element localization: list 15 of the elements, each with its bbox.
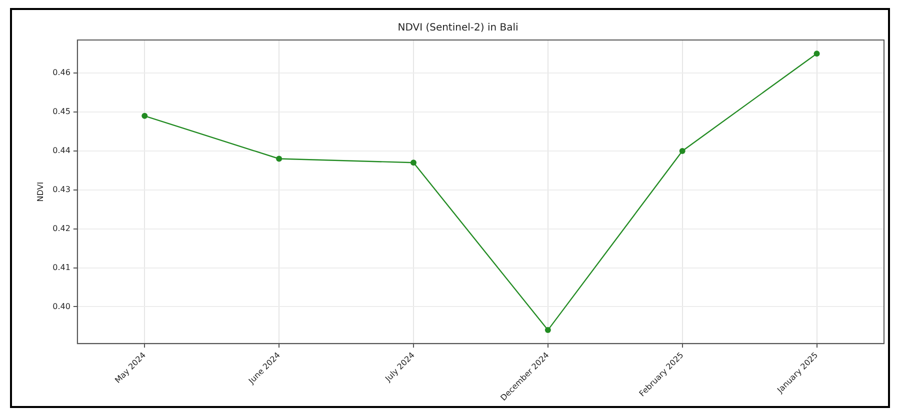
y-tick-label: 0.46 bbox=[52, 68, 70, 78]
y-tick-label: 0.45 bbox=[52, 107, 70, 116]
y-tick-label: 0.43 bbox=[52, 184, 70, 194]
chart-title: NDVI (Sentinel-2) in Bali bbox=[398, 22, 518, 34]
y-tick-label: 0.42 bbox=[52, 224, 70, 233]
point bbox=[410, 160, 416, 166]
point bbox=[276, 156, 282, 162]
point bbox=[544, 327, 551, 334]
y-tick-label: 0.40 bbox=[52, 302, 70, 311]
y-tick-label: 0.44 bbox=[52, 146, 70, 156]
point bbox=[142, 112, 148, 119]
y-axis-title: NDVI bbox=[36, 182, 45, 202]
y-tick-label: 0.41 bbox=[52, 262, 70, 272]
point bbox=[814, 50, 820, 57]
point bbox=[679, 148, 686, 154]
